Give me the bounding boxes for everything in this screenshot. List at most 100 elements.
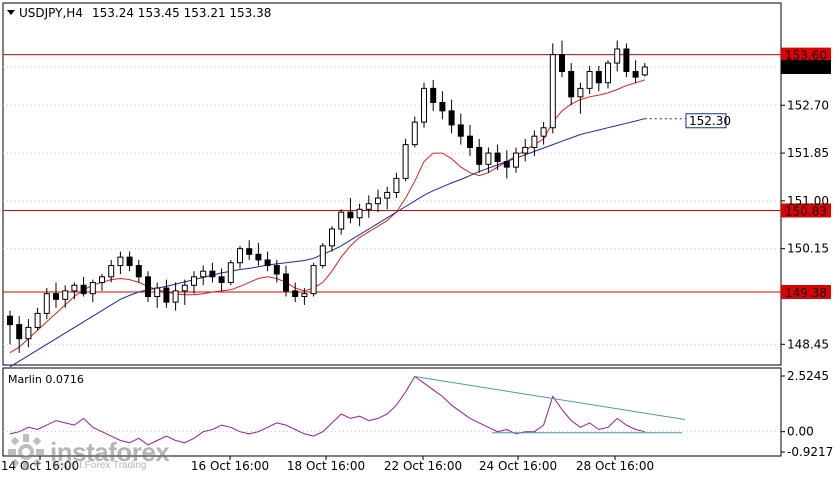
projection-box	[685, 113, 727, 129]
bull-candle	[237, 248, 243, 264]
level-price-tag	[781, 203, 831, 218]
bear-candle	[145, 276, 151, 297]
bull-candle	[531, 135, 538, 148]
bear-candle	[283, 273, 289, 292]
time-tick-label: 16 Oct 16:00	[191, 459, 269, 473]
bear-candle	[448, 110, 455, 126]
bull-candle	[421, 87, 427, 123]
bull-candle	[99, 276, 105, 283]
bear-candle	[53, 293, 59, 300]
bull-candle	[108, 265, 115, 278]
level-price-label: 149.38	[785, 286, 827, 300]
bull-candle	[485, 152, 492, 165]
bear-candle	[163, 287, 170, 303]
bear-candle	[126, 256, 133, 267]
bull-candle	[540, 127, 547, 137]
bull-candle	[513, 152, 519, 168]
time-tick-label: 28 Oct 16:00	[576, 459, 654, 473]
level-price-tag	[781, 285, 831, 299]
level-price-label: 150.83	[785, 204, 827, 218]
price-tick-label: 151.00	[787, 194, 829, 208]
bull-candle	[365, 203, 372, 210]
bear-candle	[494, 152, 501, 162]
price-tick-label: 151.85	[787, 146, 829, 160]
bear-candle	[7, 315, 13, 326]
bear-candle	[347, 211, 354, 219]
bull-candle	[641, 66, 648, 76]
osc-resistance-trendline	[414, 376, 686, 421]
watermark: instaforex Instant Forex Trading	[6, 432, 170, 472]
bear-candle	[16, 324, 23, 340]
bear-candle	[264, 259, 271, 267]
osc-tick-label: 0.00	[787, 425, 814, 439]
bull-candle	[43, 293, 50, 314]
level-price-label: 153.60	[785, 49, 827, 63]
candles	[7, 40, 648, 353]
bull-candle	[227, 262, 234, 283]
bear-candle	[457, 124, 464, 137]
bear-candle	[467, 135, 473, 148]
bear-candle	[209, 270, 216, 278]
time-tick-label: 24 Oct 16:00	[479, 459, 557, 473]
oscillator-line	[9, 375, 645, 446]
bull-candle	[605, 62, 611, 84]
bear-candle	[595, 71, 602, 84]
symbol-label: USDJPY,H4	[19, 6, 83, 20]
time-axis: 14 Oct 16:00 16 Oct 16:00 18 Oct 16:00 22 O…	[1, 456, 654, 473]
bear-candle	[632, 71, 639, 78]
bull-candle	[375, 197, 381, 205]
bear-candle	[503, 161, 510, 168]
moving-averages: 152.30	[9, 79, 731, 368]
bear-candle	[273, 265, 280, 275]
time-tick-label: 18 Oct 16:00	[287, 459, 365, 473]
bull-candle	[25, 326, 32, 340]
bear-candle	[218, 276, 225, 283]
bull-candle	[89, 281, 96, 295]
indicator-title: Marlin 0.0716	[8, 373, 84, 386]
bull-candle	[411, 121, 418, 146]
price-tick-label: 148.45	[787, 337, 829, 351]
bull-candle	[154, 287, 161, 297]
bull-candle	[402, 144, 409, 179]
current-price-tag	[781, 60, 831, 74]
dropdown-triangle-icon[interactable]	[7, 10, 15, 15]
price-tick-label: 150.15	[787, 242, 829, 256]
osc-tick-label: 2.5245	[787, 369, 829, 383]
ohlc-values: 153.24 153.45 153.21 153.38	[92, 6, 271, 20]
projection-label: 152.30	[689, 114, 731, 128]
bull-candle	[356, 208, 363, 219]
bull-candle	[319, 245, 326, 267]
bull-candle	[310, 265, 317, 295]
bear-candle	[135, 265, 142, 278]
instaforex-logo-icon	[8, 434, 44, 470]
price-tick-label: 152.70	[787, 98, 829, 112]
bear-candle	[623, 48, 630, 72]
bull-candle	[393, 177, 400, 193]
bear-candle	[255, 253, 262, 261]
bull-candle	[71, 284, 78, 292]
bull-candle	[522, 146, 529, 154]
bull-candle	[62, 290, 69, 300]
bull-candle	[200, 270, 207, 278]
bull-candle	[117, 256, 124, 267]
bull-candle	[586, 71, 593, 89]
bear-candle	[439, 101, 446, 112]
bear-candle	[559, 54, 565, 72]
oscillator: 2.5245 0.00 -0.9217	[3, 369, 833, 459]
bull-candle	[181, 284, 188, 292]
bear-candle	[80, 284, 87, 295]
level-price-tag	[781, 47, 831, 62]
bear-candle	[430, 87, 437, 103]
time-tick-label: 22 Oct 16:00	[384, 459, 462, 473]
watermark-name: instaforex	[50, 437, 170, 467]
slow-ma-line	[9, 118, 645, 368]
bear-candle	[568, 71, 575, 98]
bull-candle	[329, 228, 335, 247]
bear-candle	[246, 248, 253, 255]
bull-candle	[191, 276, 197, 286]
price-axis: 153.60 150.83 149.38 152.70 151.85 151.00 150.…	[781, 47, 831, 351]
horizontal-levels[interactable]	[3, 54, 781, 293]
bull-candle	[172, 290, 179, 303]
watermark-tagline: Instant Forex Trading	[52, 460, 147, 471]
